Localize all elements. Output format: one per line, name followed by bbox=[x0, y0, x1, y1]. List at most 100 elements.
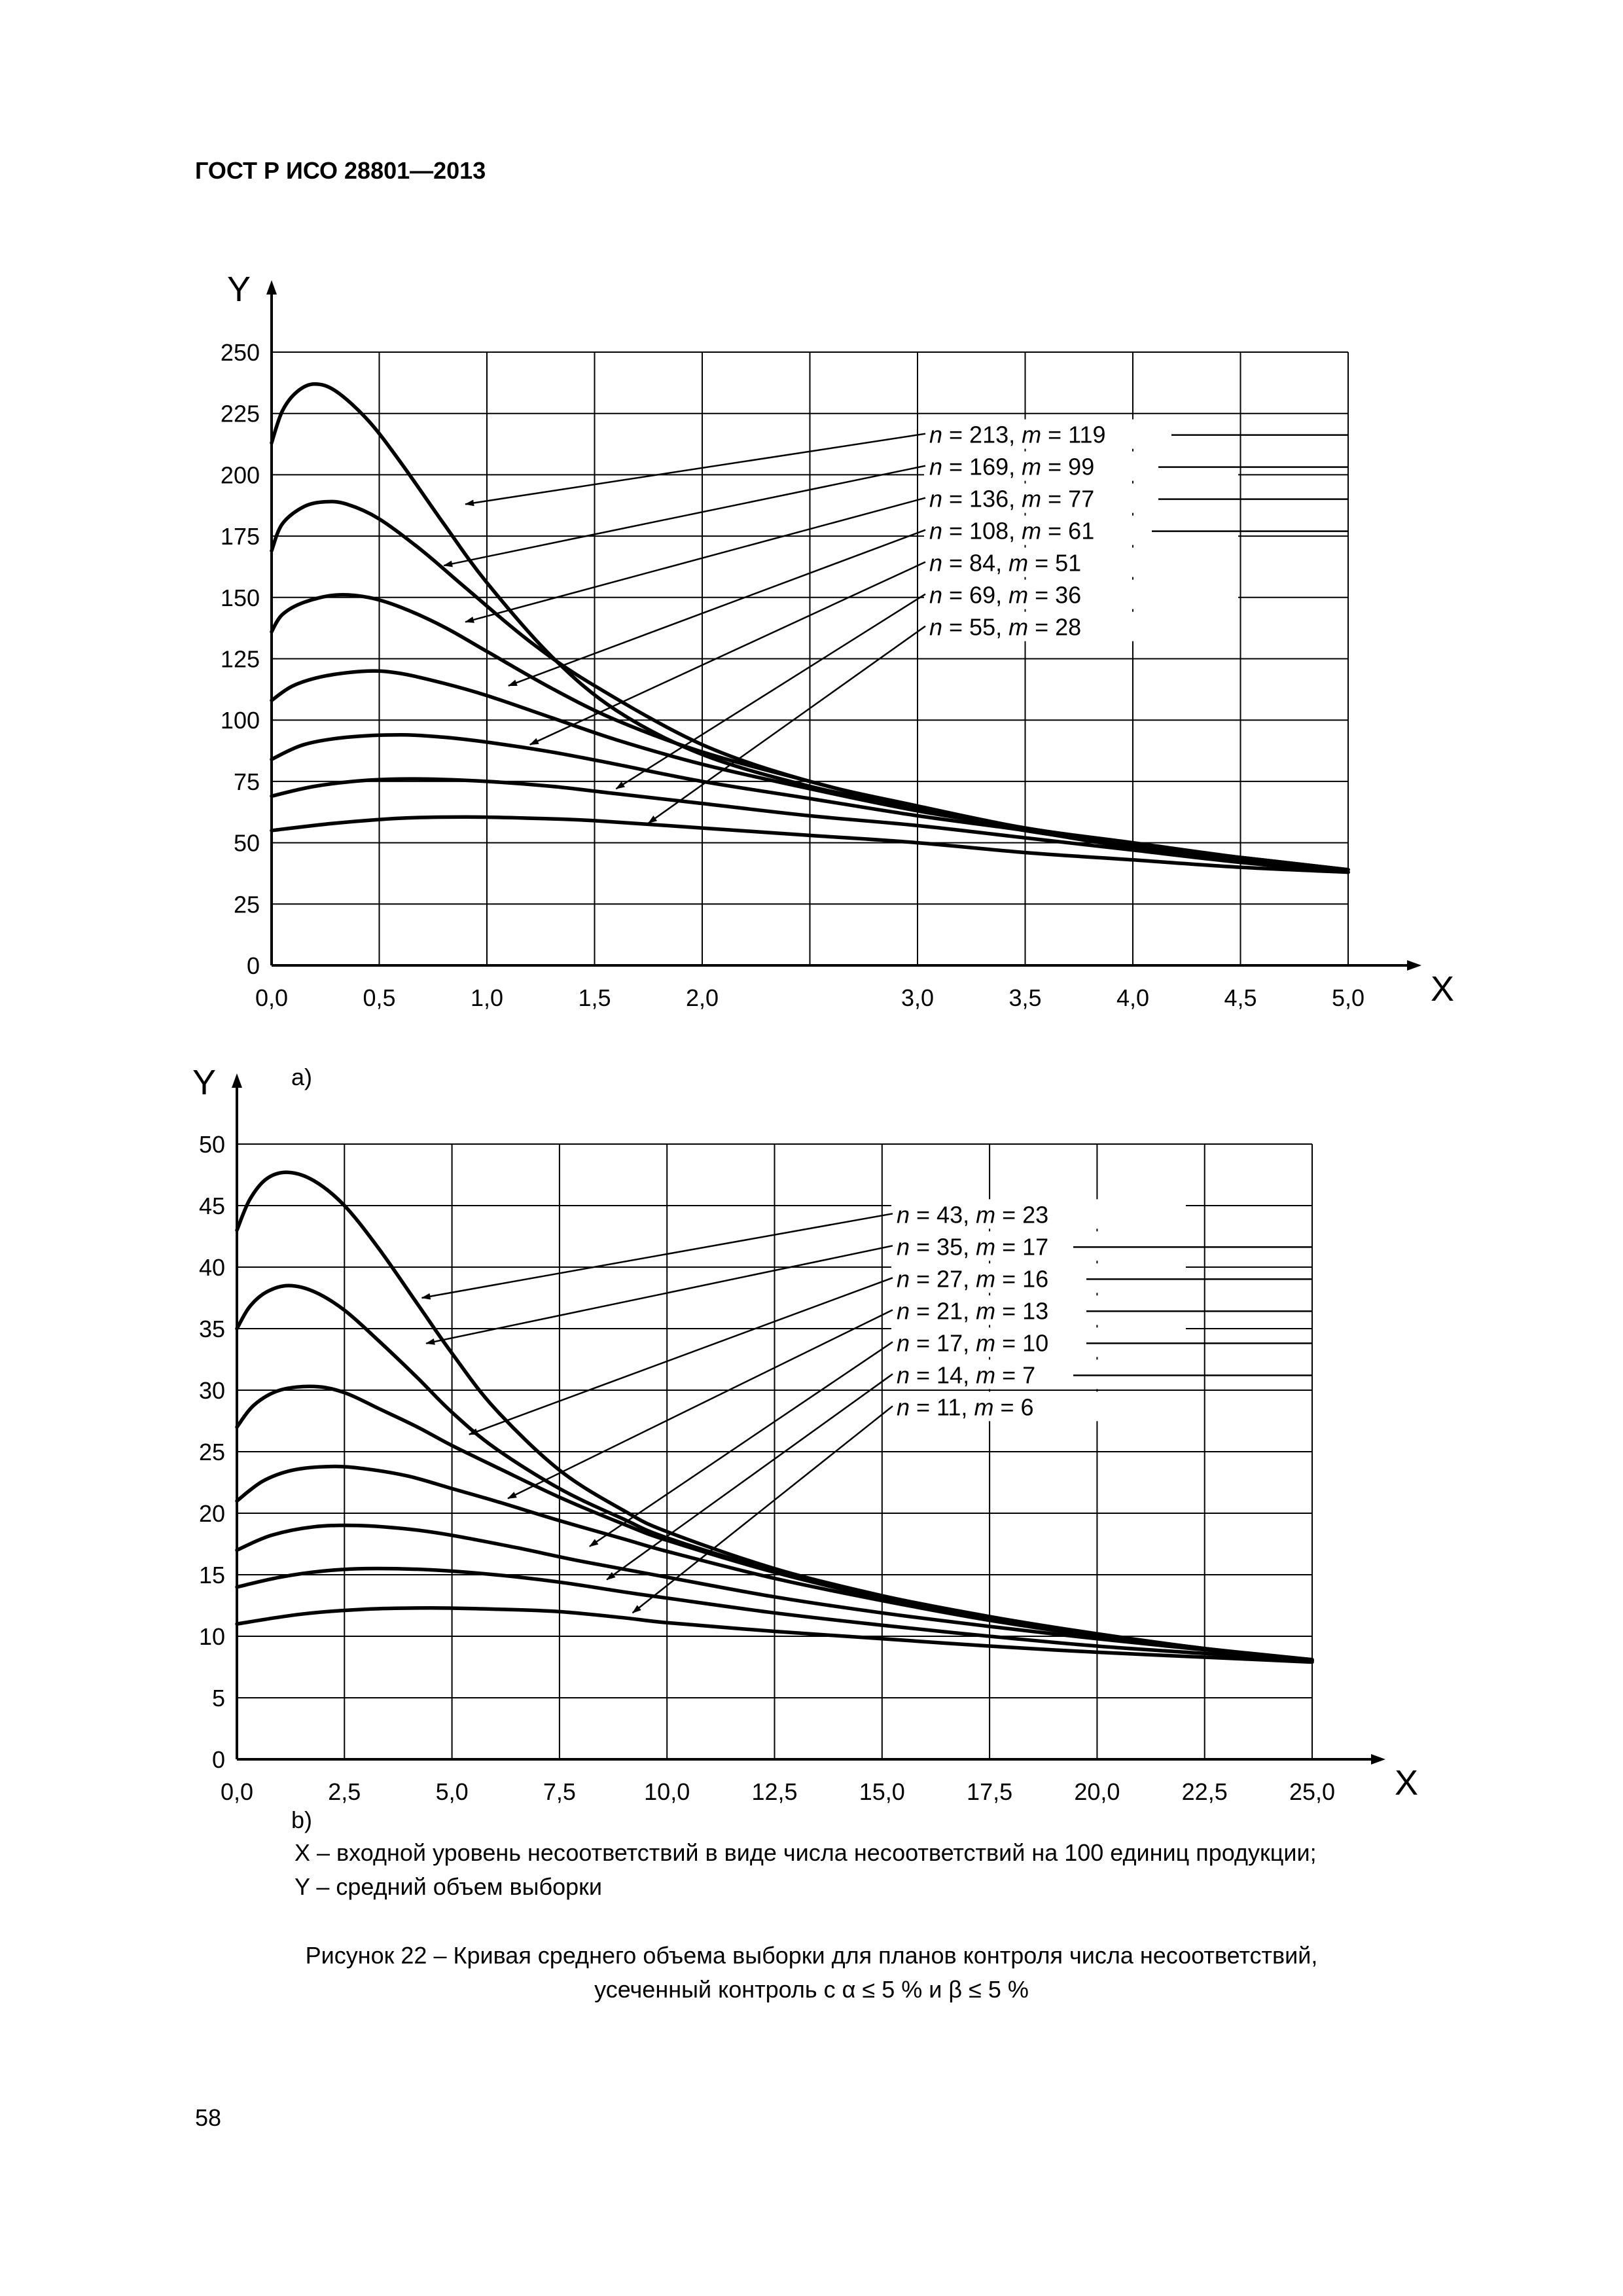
y-tick-label: 20 bbox=[199, 1500, 225, 1527]
y-axis-label: Y bbox=[227, 270, 251, 309]
x-tick-label: 17,5 bbox=[967, 1778, 1012, 1805]
curve-annotation: n = 84, m = 51 bbox=[929, 550, 1081, 577]
y-tick-label: 25 bbox=[199, 1439, 225, 1465]
y-tick-label: 0 bbox=[247, 952, 260, 979]
curve-annotation: n = 43, m = 23 bbox=[897, 1201, 1048, 1228]
curve-series-7 bbox=[235, 1606, 1314, 1664]
legend-x-description: X – входной уровень несоответствий в вид… bbox=[294, 1839, 1317, 1866]
annotation-background bbox=[891, 1327, 1186, 1357]
x-tick-label: 25,0 bbox=[1289, 1778, 1335, 1805]
annotation-arrow bbox=[443, 465, 926, 567]
curve-series-2 bbox=[270, 499, 1350, 872]
x-tick-label: 12,5 bbox=[751, 1778, 797, 1805]
y-tick-label: 125 bbox=[221, 646, 260, 673]
annotation-arrow bbox=[529, 561, 926, 745]
x-tick-label: 2,0 bbox=[686, 984, 719, 1011]
annotation-background bbox=[924, 547, 1238, 577]
y-tick-label: 30 bbox=[199, 1377, 225, 1404]
annotation-background bbox=[924, 579, 1238, 609]
caption-line-2: усеченный контроль с α ≤ 5 % и β ≤ 5 % bbox=[594, 1976, 1029, 2003]
annotation-background bbox=[924, 515, 1238, 545]
x-tick-label: 1,5 bbox=[578, 984, 611, 1011]
legend-y-description: Y – средний объем выборки bbox=[294, 1873, 602, 1900]
x-axis-arrow bbox=[1371, 1754, 1385, 1765]
x-tick-label: 4,5 bbox=[1224, 984, 1257, 1011]
y-tick-label: 100 bbox=[221, 707, 260, 734]
y-tick-label: 250 bbox=[221, 339, 260, 366]
x-tick-label: 0,5 bbox=[363, 984, 395, 1011]
annotation-background bbox=[924, 483, 1238, 513]
y-axis-label: Y bbox=[192, 1063, 216, 1102]
annotation-background bbox=[924, 419, 1238, 449]
axis-legend: X – входной уровень несоответствий в вид… bbox=[294, 1836, 1317, 1904]
y-axis-arrow bbox=[266, 280, 277, 295]
x-tick-label: 4,0 bbox=[1116, 984, 1149, 1011]
y-tick-label: 10 bbox=[199, 1623, 225, 1650]
x-tick-label: 22,5 bbox=[1182, 1778, 1228, 1805]
y-tick-label: 50 bbox=[234, 830, 260, 857]
x-tick-label: 3,5 bbox=[1008, 984, 1041, 1011]
annotation-background bbox=[924, 451, 1238, 481]
y-tick-label: 175 bbox=[221, 523, 260, 550]
y-tick-label: 75 bbox=[234, 768, 260, 795]
annotation-arrow bbox=[465, 433, 926, 507]
x-axis-label: X bbox=[1431, 969, 1454, 1009]
annotation-background bbox=[891, 1231, 1186, 1261]
curve-series-4 bbox=[270, 669, 1350, 872]
x-tick-label: 20,0 bbox=[1074, 1778, 1120, 1805]
curve-annotation: n = 14, m = 7 bbox=[897, 1361, 1035, 1388]
annotation-arrow bbox=[468, 1277, 893, 1435]
page-number: 58 bbox=[195, 2104, 222, 2131]
curve-annotation: n = 108, m = 61 bbox=[929, 518, 1094, 545]
y-tick-label: 35 bbox=[199, 1316, 225, 1342]
curve-annotation: n = 169, m = 99 bbox=[929, 454, 1094, 480]
curve-series-4 bbox=[235, 1464, 1314, 1662]
annotation-background bbox=[891, 1295, 1186, 1325]
y-tick-label: 150 bbox=[221, 584, 260, 611]
curve-series-7 bbox=[270, 815, 1350, 874]
chart-b: X Y 0,0 2,5 5,0 7,5 10,0 12,5 15,0 17,5 20,0 22,5 25… bbox=[192, 1063, 1418, 1805]
y-tick-label: 200 bbox=[221, 461, 260, 488]
annotation-arrow bbox=[647, 625, 926, 824]
y-tick-label: 50 bbox=[199, 1131, 225, 1158]
curve-series-5 bbox=[235, 1523, 1314, 1662]
y-tick-label: 225 bbox=[221, 401, 260, 427]
annotation-background bbox=[891, 1199, 1186, 1229]
panel-label-a: a) bbox=[291, 1064, 313, 1090]
curve-annotation: n = 69, m = 36 bbox=[929, 582, 1081, 609]
annotation-arrow bbox=[425, 1245, 893, 1345]
y-tick-label: 0 bbox=[212, 1746, 225, 1773]
curve-series-6 bbox=[235, 1566, 1314, 1663]
y-tick-label: 25 bbox=[234, 891, 260, 918]
annotation-arrow bbox=[615, 593, 926, 790]
x-tick-label: 3,0 bbox=[901, 984, 934, 1011]
x-tick-label: 5,0 bbox=[436, 1778, 469, 1805]
curve-annotation: n = 27, m = 16 bbox=[897, 1265, 1048, 1292]
x-tick-label: 7,5 bbox=[543, 1778, 576, 1805]
y-tick-label: 40 bbox=[199, 1254, 225, 1281]
x-tick-label: 5,0 bbox=[1332, 984, 1364, 1011]
annotation-background bbox=[924, 611, 1238, 641]
panel-label-b: b) bbox=[291, 1806, 313, 1833]
curve-annotation: n = 11, m = 6 bbox=[897, 1393, 1034, 1420]
x-tick-label: 10,0 bbox=[644, 1778, 690, 1805]
curve-annotation: n = 17, m = 10 bbox=[897, 1329, 1048, 1356]
annotation-arrow bbox=[632, 1405, 893, 1614]
x-tick-label: 2,5 bbox=[328, 1778, 361, 1805]
curve-series-5 bbox=[270, 732, 1350, 872]
figure-caption: Рисунок 22 – Кривая среднего объема выбо… bbox=[131, 1939, 1492, 2007]
annotation-arrow bbox=[421, 1213, 893, 1300]
x-tick-label: 0,0 bbox=[221, 1778, 253, 1805]
annotation-background bbox=[891, 1391, 1186, 1422]
curve-annotation: n = 35, m = 17 bbox=[897, 1233, 1048, 1260]
x-tick-label: 15,0 bbox=[859, 1778, 905, 1805]
curve-annotation: n = 213, m = 119 bbox=[929, 422, 1106, 448]
curve-series-6 bbox=[270, 777, 1350, 874]
y-tick-label: 15 bbox=[199, 1562, 225, 1588]
document-code: ГОСТ Р ИСО 28801—2013 bbox=[195, 157, 486, 184]
annotation-arrow bbox=[465, 497, 926, 623]
annotation-arrow bbox=[507, 1309, 893, 1499]
caption-line-1: Рисунок 22 – Кривая среднего объема выбо… bbox=[305, 1942, 1318, 1969]
chart-a: X Y 0,0 0,5 1,0 1,5 2,0 3,0 3,5 4,0 4,5 5,0 0 25 50 75 1… bbox=[221, 270, 1454, 1011]
x-axis-label: X bbox=[1395, 1763, 1418, 1803]
